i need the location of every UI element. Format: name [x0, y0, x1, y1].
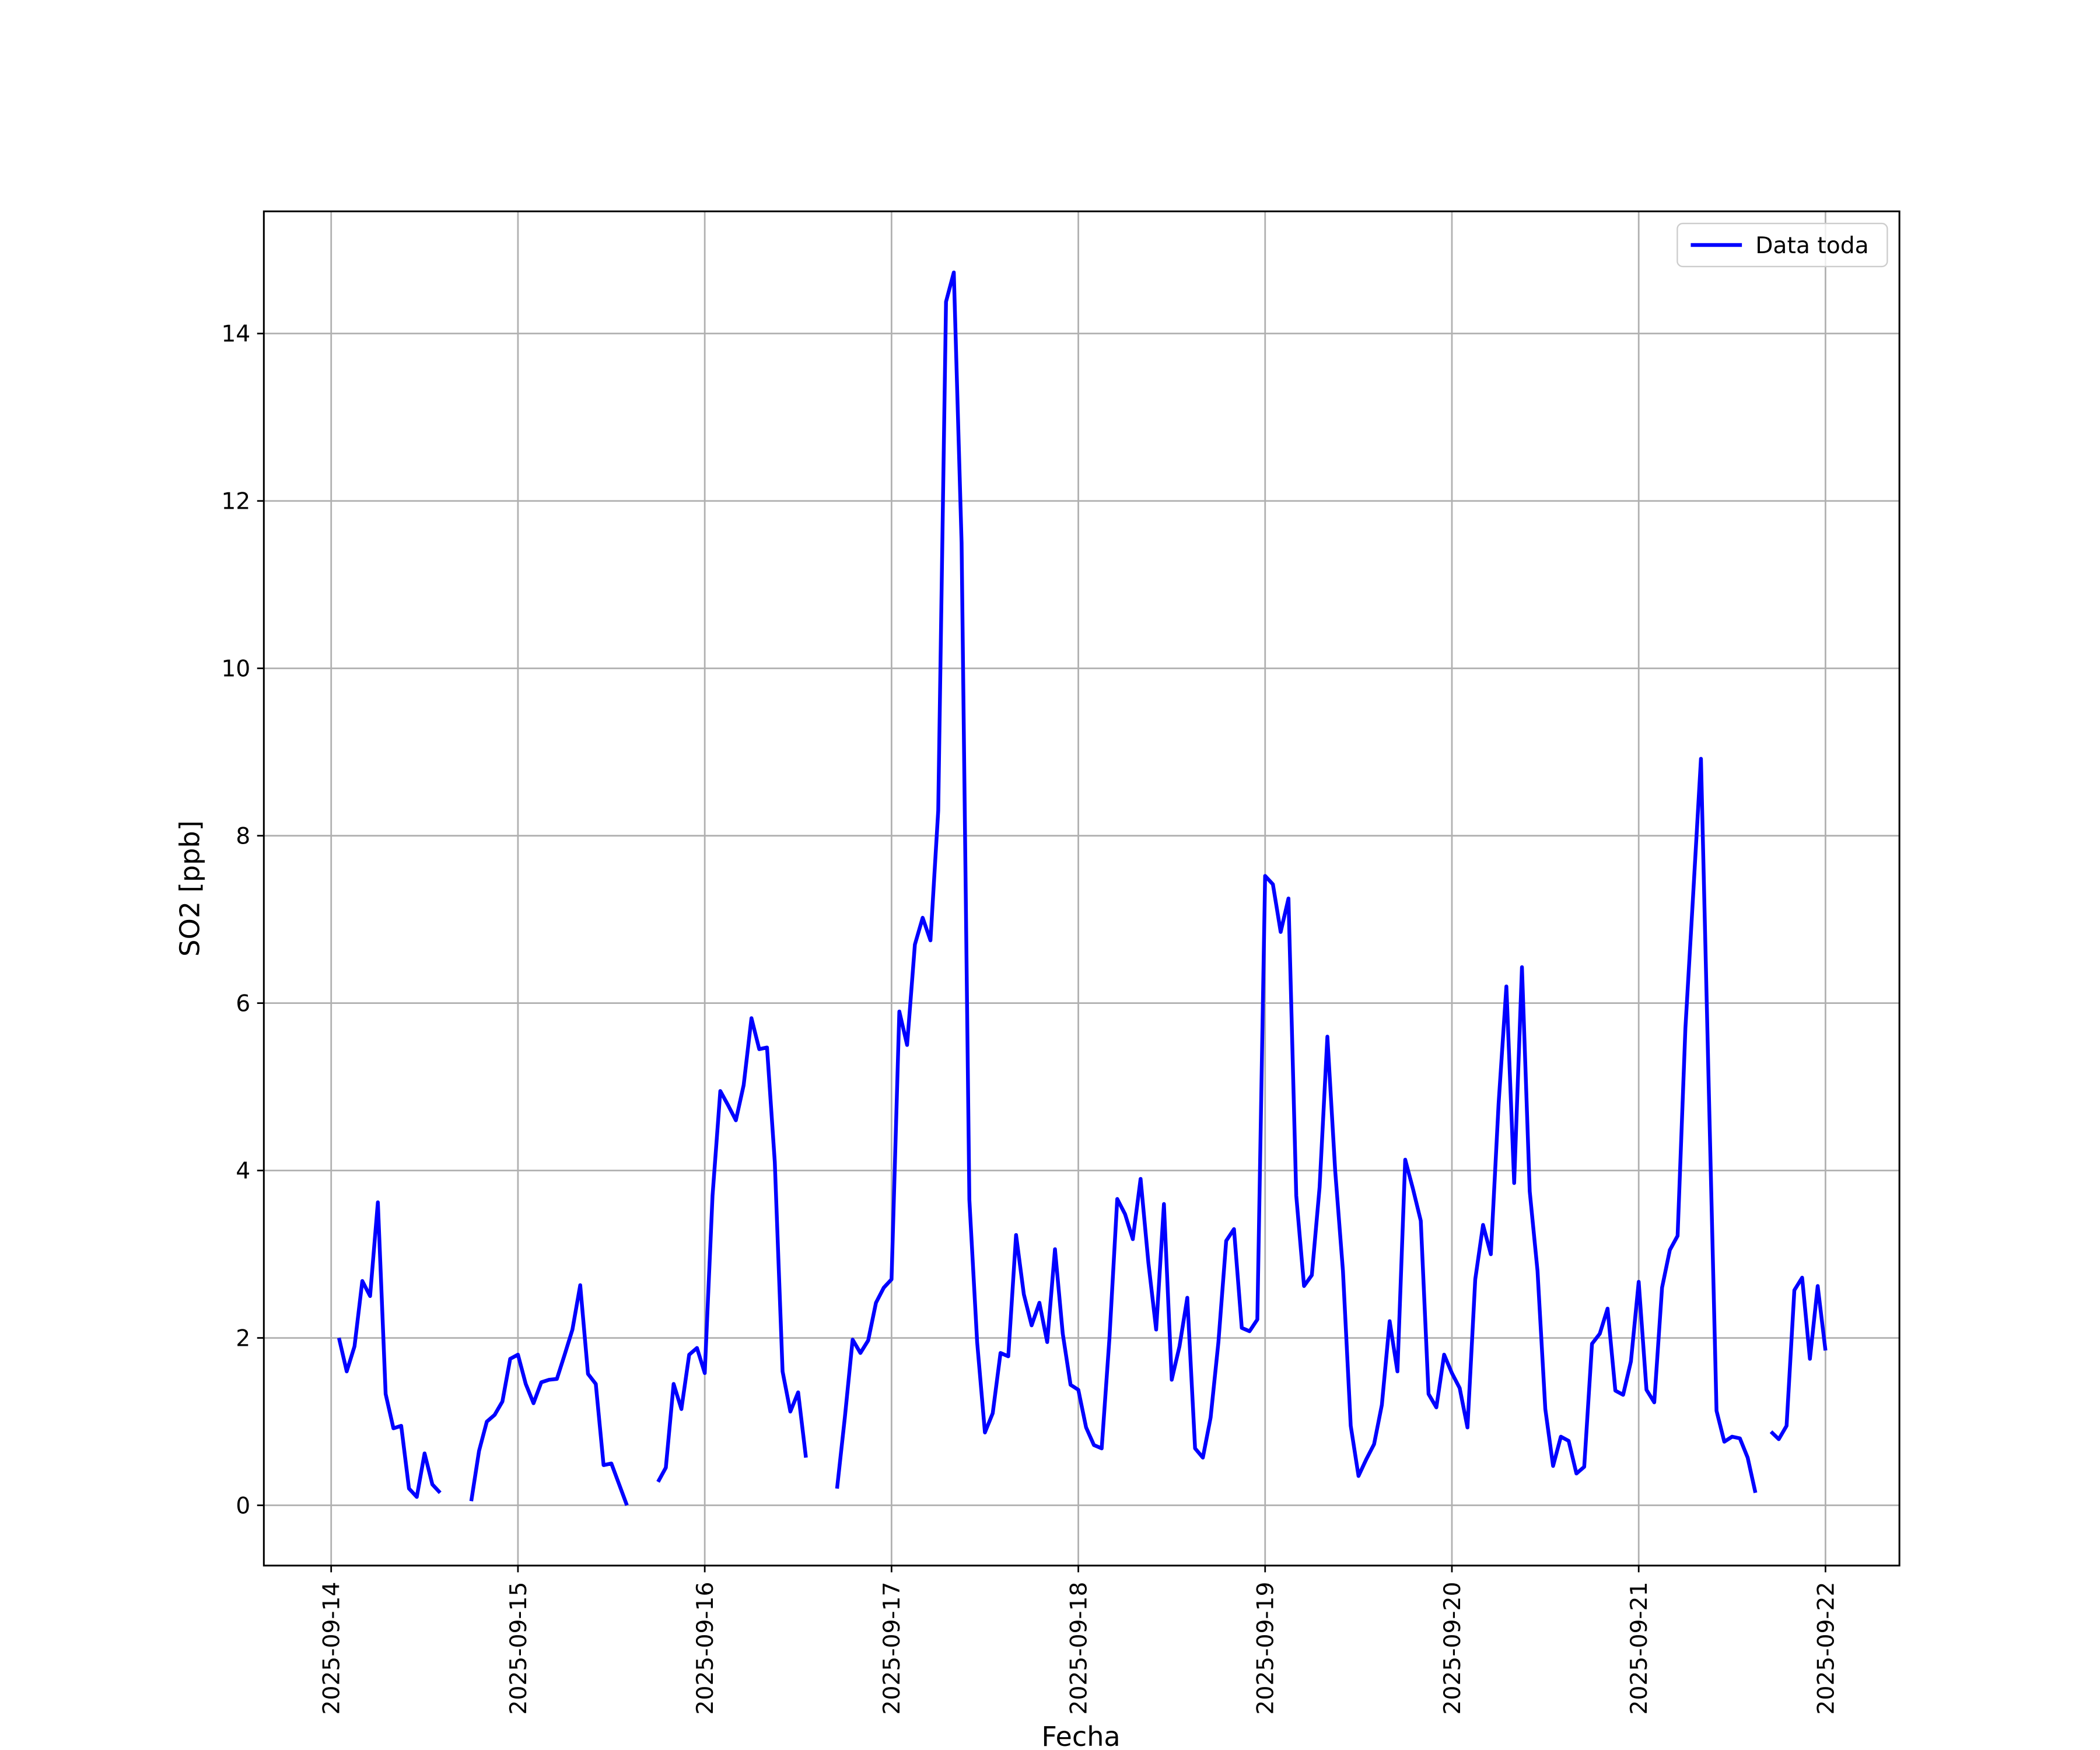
- legend: Data toda: [1676, 222, 1888, 268]
- y-tick-label: 2: [236, 1325, 250, 1352]
- ticks: 0 2 4 6 8 10 12 14 2025-09-14 2025-09-15 2025-09-1…: [221, 321, 1839, 1715]
- x-tick-label: 2025-09-19: [1253, 1582, 1279, 1715]
- y-tick-label: 8: [236, 824, 250, 850]
- x-axis-label: Fecha: [1041, 1721, 1120, 1750]
- x-tick-label: 2025-09-21: [1626, 1582, 1653, 1715]
- x-tick-label: 2025-09-14: [319, 1582, 345, 1715]
- x-tick-label: 2025-09-17: [879, 1582, 905, 1715]
- x-tick-label: 2025-09-15: [506, 1582, 532, 1715]
- y-tick-label: 6: [236, 991, 250, 1017]
- x-tick-label: 2025-09-16: [692, 1582, 719, 1715]
- y-axis-label: SO2 [ppb]: [174, 820, 206, 957]
- x-tick-label: 2025-09-18: [1066, 1582, 1092, 1715]
- legend-label: Data toda: [1755, 233, 1868, 259]
- x-tick-label: 2025-09-20: [1440, 1582, 1466, 1715]
- y-tick-label: 0: [236, 1493, 250, 1519]
- y-tick-label: 4: [236, 1158, 250, 1184]
- x-tick-label: 2025-09-22: [1813, 1582, 1839, 1715]
- plot-area: [337, 270, 1828, 1506]
- legend-box: [1676, 222, 1888, 268]
- y-tick-label: 10: [221, 656, 250, 682]
- y-tick-label: 12: [221, 489, 250, 515]
- y-tick-label: 14: [221, 321, 250, 348]
- data-line: [337, 270, 1828, 1506]
- axes-frame: [262, 210, 1901, 1567]
